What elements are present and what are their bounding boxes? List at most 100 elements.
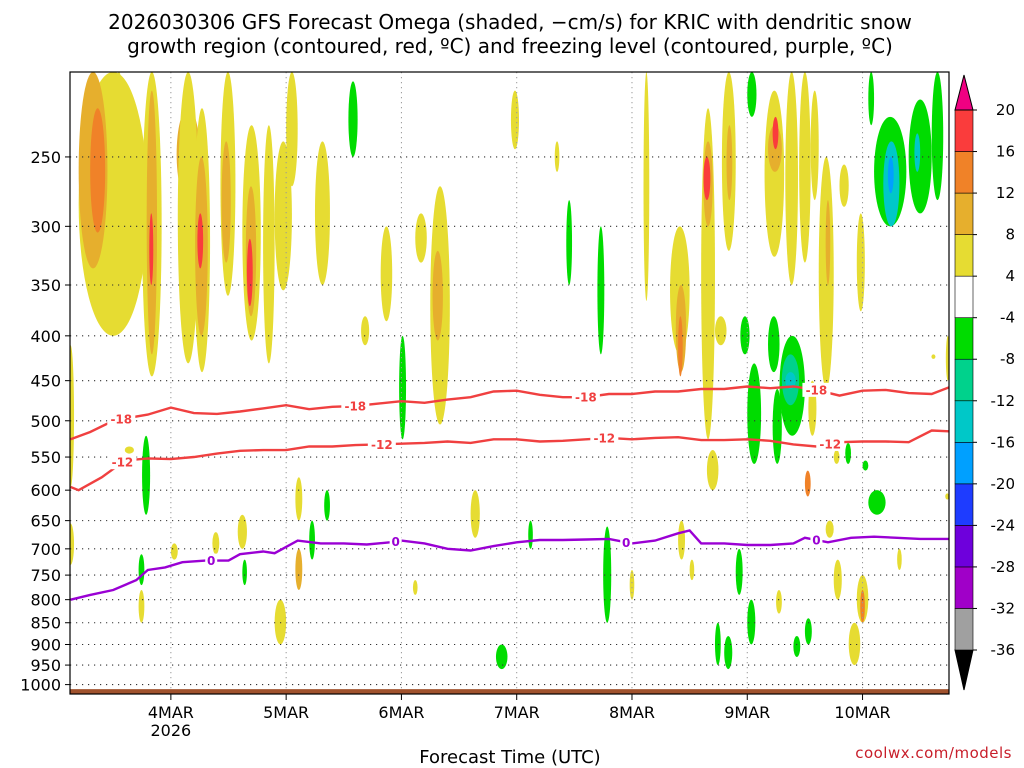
colorbar-swatch (954, 400, 974, 443)
omega-region (309, 520, 315, 560)
omega-region (825, 520, 834, 538)
x-tick-label: 8MAR (609, 703, 655, 722)
y-tick-label: 550 (30, 448, 61, 467)
colorbar-swatch (954, 483, 974, 526)
colorbar-label: -36 (991, 641, 1016, 659)
contour-line--12 (70, 429, 949, 492)
contour-label: -18 (806, 383, 828, 397)
omega-region (138, 554, 145, 586)
omega-region (810, 90, 819, 201)
contour-label: -12 (593, 432, 615, 446)
y-tick-label: 400 (30, 327, 61, 346)
contour-label-bg (389, 534, 402, 549)
omega-region (361, 316, 370, 346)
omega-region (149, 213, 154, 286)
omega-region (274, 599, 287, 645)
omega-region (724, 635, 733, 670)
omega-region (412, 580, 418, 595)
omega-region (897, 548, 902, 570)
omega-region (90, 108, 106, 233)
omega-region (799, 72, 811, 263)
omega-region (124, 446, 134, 454)
y-tick-label: 800 (30, 591, 61, 610)
contour-label: -12 (112, 456, 134, 470)
omega-region (714, 622, 721, 666)
contour-label-bg (590, 431, 619, 446)
contour-label-bg (205, 553, 218, 568)
omega-region (862, 460, 869, 471)
omega-region (678, 316, 683, 377)
omega-region (221, 141, 231, 263)
y-tick-label: 900 (30, 635, 61, 654)
omega-region (945, 335, 949, 381)
omega-region (747, 599, 756, 645)
chart-title-line2: growth region (contoured, red, ºC) and f… (127, 34, 893, 58)
y-tick-label: 450 (30, 372, 61, 391)
x-tick-label: 9MAR (724, 703, 770, 722)
plot-frame (69, 71, 950, 695)
omega-region (295, 548, 303, 591)
omega-region (714, 316, 727, 346)
chart-title-line1: 2026030306 GFS Forecast Omega (shaded, −… (108, 10, 912, 34)
contour-label: -18 (110, 413, 132, 427)
omega-region (908, 99, 932, 214)
colorbar-label: -20 (991, 475, 1016, 493)
x-tick-label: 5MAR (263, 703, 309, 722)
y-tick-label: 1000 (20, 676, 61, 695)
colorbar: -36 -32 -28 -24 -20 -16 -12 -8 -4 4 8 12 16 20 (954, 74, 1016, 691)
omega-region (764, 90, 785, 257)
colorbar-top-cap (954, 74, 974, 111)
colorbar-label: 12 (996, 184, 1015, 202)
x-axis-label: Forecast Time (UTC) (419, 747, 600, 768)
y-tick-label: 500 (30, 412, 61, 431)
x-tick-label: 7MAR (494, 703, 540, 722)
y-tick-label: 850 (30, 614, 61, 633)
omega-region (380, 226, 393, 322)
omega-region (914, 133, 921, 172)
contour-label: 0 (812, 534, 820, 548)
colorbar-label: -16 (991, 433, 1016, 451)
contour-label-bg (802, 382, 831, 397)
omega-region (740, 316, 750, 355)
omega-region (643, 72, 650, 301)
omega-region (689, 559, 695, 581)
omega-region (845, 442, 852, 464)
y-tick-label: 750 (30, 566, 61, 585)
omega-region (839, 164, 849, 207)
contour-label: 0 (391, 535, 399, 549)
omega-region (495, 644, 508, 670)
omega-region (324, 490, 330, 521)
omega-region (776, 590, 782, 614)
grid-lines (70, 72, 949, 694)
colorbar-swatch (954, 151, 974, 194)
colorbar-swatch (954, 525, 974, 568)
colorbar-label: -24 (991, 516, 1016, 534)
colorbar-swatch (954, 317, 974, 360)
omega-region (931, 72, 944, 201)
y-tick-label: 250 (30, 148, 61, 167)
omega-region (804, 618, 812, 645)
omega-region (295, 477, 303, 521)
omega-region (848, 622, 861, 666)
contour-label-bg (107, 412, 136, 427)
colorbar-label: 4 (1005, 267, 1015, 285)
omega-region (931, 354, 936, 359)
omega-region (197, 213, 204, 269)
omega-region (432, 250, 443, 341)
omega-region (726, 125, 733, 201)
omega-region (177, 72, 199, 364)
colorbar-swatch (954, 234, 974, 277)
omega-region (804, 470, 811, 497)
omega-region (768, 316, 780, 373)
omega-region (856, 213, 865, 312)
y-tick-label: 350 (30, 276, 61, 295)
omega-region (868, 490, 886, 515)
contour-label: -12 (819, 437, 841, 451)
contour-label: -18 (344, 400, 366, 414)
omega-region (945, 493, 949, 500)
contour-label-bg (341, 399, 370, 414)
omega-region (772, 389, 782, 464)
colorbar-swatch (954, 109, 974, 152)
y-axis-ticks: 250 300 350 400 450 500 550 600 650 700 750 800 850 9… (20, 148, 70, 695)
